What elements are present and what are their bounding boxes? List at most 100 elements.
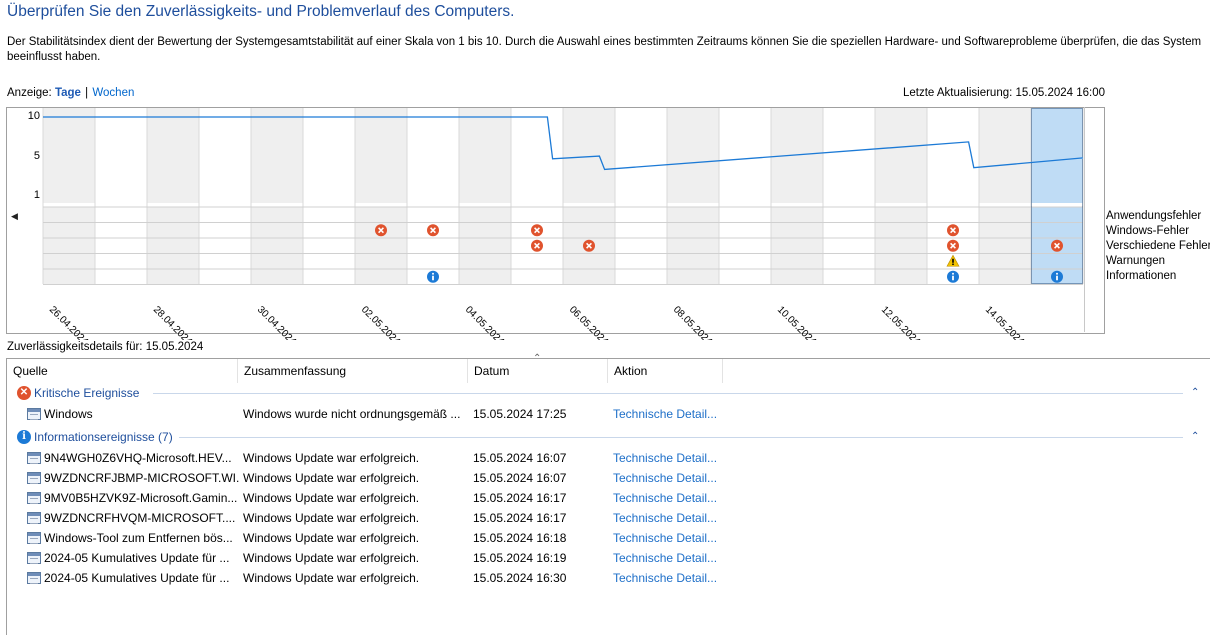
info-event-glyph <box>952 275 954 281</box>
column-header-source[interactable]: Quelle <box>7 359 238 383</box>
x-tick-label: 26.04.2024 <box>47 304 90 340</box>
row-summary: Windows Update war erfolgreich. <box>243 531 420 545</box>
technical-details-link[interactable]: Technische Detail... <box>613 551 718 565</box>
chevron-up-icon[interactable]: ⌃ <box>1191 431 1200 442</box>
details-panel: ⌃ Quelle Zusammenfassung Datum Aktion ✕ … <box>6 353 1210 635</box>
day-column <box>355 108 407 284</box>
day-column <box>719 108 771 284</box>
technical-details-link[interactable]: Technische Detail... <box>613 511 718 525</box>
row-source: 2024-05 Kumulatives Update für ... <box>44 551 230 565</box>
x-tick-label: 10.05.2024 <box>775 304 818 340</box>
technical-details-link[interactable]: Technische Detail... <box>613 571 718 585</box>
info-event-dot <box>432 272 434 275</box>
scroll-right-area[interactable] <box>1084 107 1104 332</box>
group-critical-events[interactable]: ✕ Kritische Ereignisse <box>17 384 139 402</box>
row-summary: Windows Update war erfolgreich. <box>243 571 420 585</box>
x-tick-label: 28.04.2024 <box>151 304 194 340</box>
info-event-glyph <box>432 275 434 281</box>
error-icon: ✕ <box>17 386 31 400</box>
chevron-up-icon[interactable]: ⌃ <box>1191 387 1200 398</box>
error-event-cross <box>534 242 540 249</box>
scroll-left-button[interactable]: ◀ <box>6 107 24 332</box>
row-summary: Windows Update war erfolgreich. <box>243 511 420 525</box>
technical-details-link[interactable]: Technische Detail... <box>613 451 718 465</box>
day-column <box>1031 108 1083 284</box>
error-event-cross <box>950 242 956 249</box>
group-divider <box>179 437 1183 438</box>
x-tick-label: 02.05.2024 <box>359 304 402 340</box>
error-event-cross <box>1054 242 1060 249</box>
row-source: 9MV0B5HZVK9Z-Microsoft.Gamin... <box>44 491 238 505</box>
day-column <box>615 108 667 284</box>
error-event-cross <box>586 242 592 249</box>
day-column <box>459 108 511 284</box>
day-column <box>511 108 563 284</box>
technical-details-link[interactable]: Technische Detail... <box>613 471 718 485</box>
column-header-action[interactable]: Aktion <box>608 359 723 383</box>
row-date: 15.05.2024 16:07 <box>473 451 567 465</box>
row-date: 15.05.2024 16:19 <box>473 551 567 565</box>
row-date: 15.05.2024 16:17 <box>473 491 567 505</box>
row-label-warnings: Warnungen <box>1106 255 1166 267</box>
table-row[interactable]: 9N4WGH0Z6VHQ-Microsoft.HEV... Windows Up… <box>7 448 1207 468</box>
arrow-left-icon: ◀ <box>11 211 18 221</box>
table-row[interactable]: 2024-05 Kumulatives Update für ... Windo… <box>7 568 1207 588</box>
table-row[interactable]: 9WZDNCRFJBMP-MICROSOFT.WI... Windows Upd… <box>7 468 1207 488</box>
day-column <box>147 108 199 284</box>
error-event-cross <box>534 227 540 234</box>
warning-event-dot <box>952 263 954 266</box>
column-header-date[interactable]: Datum <box>468 359 608 383</box>
selected-day-frame <box>1031 108 1083 284</box>
y-tick-label: 5 <box>33 150 40 162</box>
day-column <box>303 108 355 284</box>
column-header-summary[interactable]: Zusammenfassung <box>238 359 468 383</box>
row-date: 15.05.2024 16:30 <box>473 571 567 585</box>
day-column <box>563 108 615 284</box>
row-label-windows-errors: Windows-Fehler <box>1106 225 1190 237</box>
info-event-glyph <box>1056 275 1058 281</box>
row-summary: Windows Update war erfolgreich. <box>243 451 420 465</box>
row-source: 2024-05 Kumulatives Update für ... <box>44 571 230 585</box>
technical-details-link[interactable]: Technische Detail... <box>613 491 718 505</box>
view-separator: | <box>85 87 89 99</box>
row-summary: Windows Update war erfolgreich. <box>243 491 420 505</box>
error-event-cross <box>950 227 956 234</box>
window-icon <box>27 452 41 464</box>
group-divider <box>153 393 1183 394</box>
row-label-info: Informationen <box>1106 270 1177 282</box>
event-row-labels: Anwendungsfehler Windows-Fehler Verschie… <box>1106 209 1210 284</box>
table-row[interactable]: 9MV0B5HZVK9Z-Microsoft.Gamin... Windows … <box>7 488 1207 508</box>
window-icon <box>27 472 41 484</box>
row-source: 9WZDNCRFJBMP-MICROSOFT.WI... <box>44 471 239 485</box>
window-icon <box>27 552 41 564</box>
sort-caret-icon[interactable]: ⌃ <box>533 353 542 364</box>
x-tick-label: 04.05.2024 <box>463 304 506 340</box>
y-tick-label: 10 <box>27 110 40 122</box>
technical-details-link[interactable]: Technische Detail... <box>613 407 718 421</box>
group-information-events[interactable]: i Informationsereignisse (7) <box>17 428 173 446</box>
row-summary: Windows Update war erfolgreich. <box>243 551 420 565</box>
window-icon <box>27 492 41 504</box>
info-event-dot <box>952 272 954 275</box>
day-column <box>199 108 251 284</box>
view-days-link[interactable]: Tage <box>54 87 81 99</box>
reliability-chart-graphics: 26.04.2024 28.04.2024 30.04.2024 02.05.2024… <box>42 108 1084 340</box>
view-weeks-link[interactable]: Wochen <box>92 87 135 99</box>
table-row[interactable]: 2024-05 Kumulatives Update für ... Windo… <box>7 548 1207 568</box>
stability-index-line <box>43 116 1084 171</box>
x-tick-label: 14.05.2024 <box>983 304 1026 340</box>
window-icon <box>27 512 41 524</box>
technical-details-link[interactable]: Technische Detail... <box>613 531 718 545</box>
table-row[interactable]: 9WZDNCRFHVQM-MICROSOFT.... Windows Updat… <box>7 508 1207 528</box>
row-label-misc-errors: Verschiedene Fehler <box>1106 240 1210 252</box>
day-column <box>95 108 147 284</box>
x-tick-label: 06.05.2024 <box>567 304 610 340</box>
last-update-label: Letzte Aktualisierung: 15.05.2024 16:00 <box>903 87 1106 99</box>
day-column <box>875 108 927 284</box>
row-source: 9WZDNCRFHVQM-MICROSOFT.... <box>44 511 236 525</box>
table-row[interactable]: Windows Windows wurde nicht ordnungsgemä… <box>7 404 1207 424</box>
info-icon: i <box>17 430 31 444</box>
table-row[interactable]: Windows-Tool zum Entfernen bös... Window… <box>7 528 1207 548</box>
x-tick-label: 30.04.2024 <box>255 304 298 340</box>
view-switch: Anzeige: Tage | Wochen <box>7 87 134 99</box>
